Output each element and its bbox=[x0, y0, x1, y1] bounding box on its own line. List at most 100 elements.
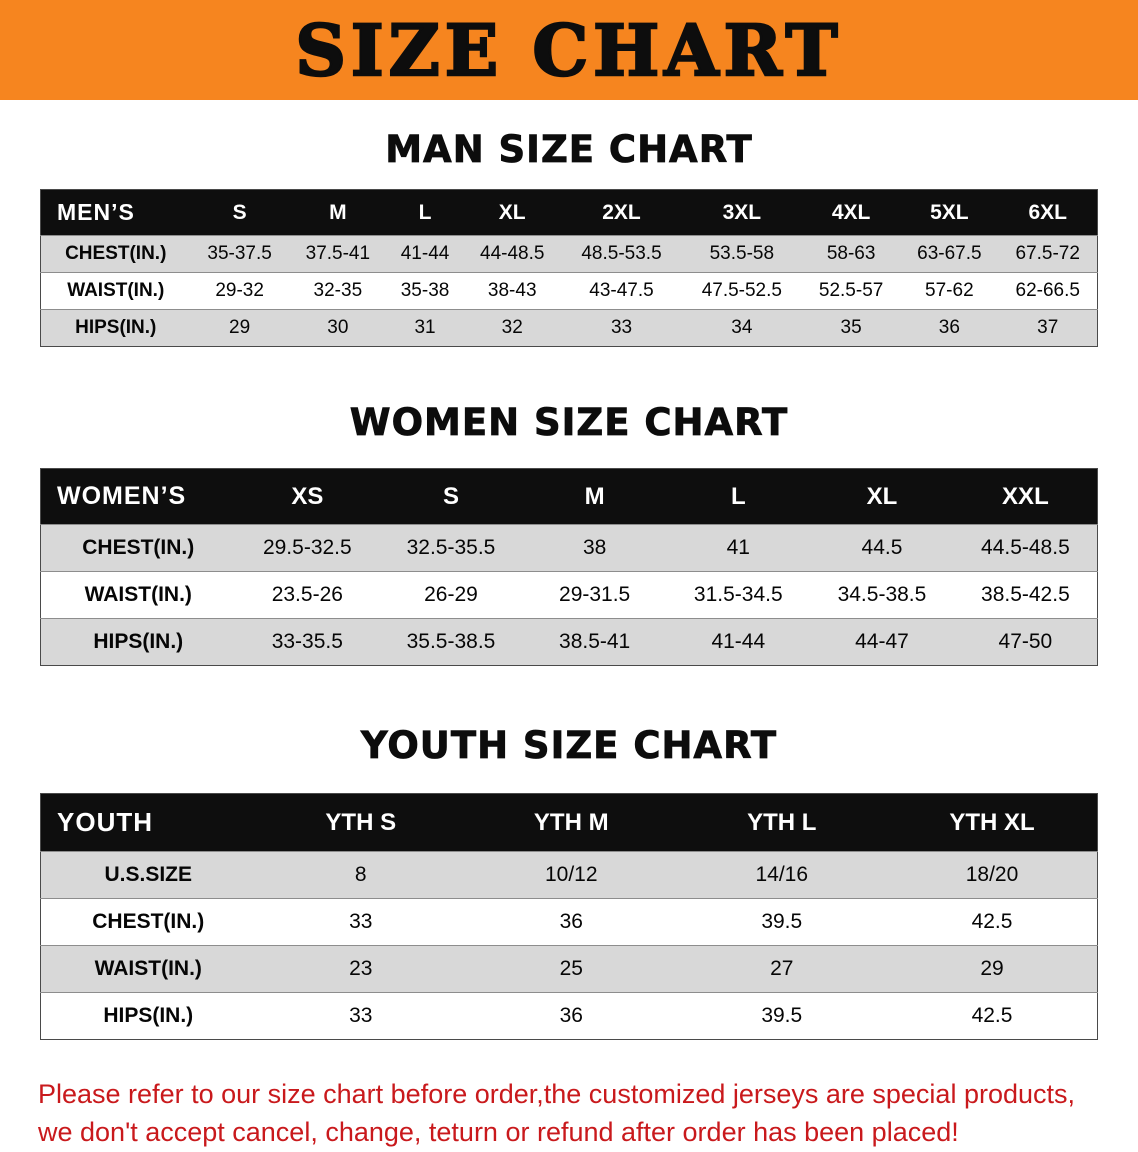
size-column-header: XS bbox=[235, 468, 380, 525]
size-value-cell: 44.5-48.5 bbox=[981, 536, 1070, 559]
size-column-header: 5XL bbox=[900, 189, 999, 236]
youth-size-section: YOUTH SIZE CHART YOUTH YTH S YTH M YTH L YTH… bbox=[0, 724, 1138, 1040]
size-value-cell: 41-44 bbox=[400, 243, 450, 264]
size-value-cell: 32.5-35.5 bbox=[406, 536, 496, 559]
size-value-cell: 29 bbox=[980, 957, 1004, 980]
size-value-cell: 33-35.5 bbox=[271, 630, 343, 653]
group-label: YOUTH bbox=[40, 793, 256, 852]
size-value-cell: 42.5 bbox=[971, 1004, 1013, 1027]
measurement-label: HIPS(IN.) bbox=[75, 317, 157, 338]
size-value-cell: 31 bbox=[414, 317, 436, 338]
measurement-label: HIPS(IN.) bbox=[93, 630, 184, 653]
size-column-header: YTH XL bbox=[887, 793, 1098, 852]
size-column-header: YTH M bbox=[466, 793, 677, 852]
disclaimer: Please refer to our size chart before or… bbox=[38, 1076, 1100, 1152]
measurement-row: WAIST(IN.) 23 25 27 29 bbox=[40, 945, 1098, 993]
size-column-header: YTH L bbox=[676, 793, 887, 852]
size-column-header: S bbox=[379, 468, 523, 525]
measurement-row: WAIST(IN.) 23.5-26 26-29 29-31.5 31.5-34.5 34… bbox=[40, 571, 1098, 619]
size-value-cell: 29 bbox=[229, 317, 251, 338]
disclaimer-line-2: we don't accept cancel, change, teturn o… bbox=[38, 1116, 959, 1147]
size-column-header: M bbox=[288, 189, 387, 236]
size-value-cell: 23 bbox=[349, 957, 373, 980]
measurement-label: CHEST(IN.) bbox=[65, 243, 167, 264]
men-size-section: MAN SIZE CHART MEN’S S M L XL 2XL 3XL 4XL 5XL 6XL… bbox=[0, 128, 1138, 347]
size-value-cell: 67.5-72 bbox=[1015, 243, 1080, 264]
size-value-cell: 37.5-41 bbox=[305, 243, 371, 264]
men-size-table: MEN’S S M L XL 2XL 3XL 4XL 5XL 6XL CHEST(IN.) 35-37… bbox=[40, 189, 1098, 347]
size-value-cell: 57-62 bbox=[925, 280, 974, 301]
size-value-cell: 53.5-58 bbox=[709, 243, 775, 264]
size-column-header: XXL bbox=[953, 468, 1098, 525]
size-value-cell: 48.5-53.5 bbox=[581, 243, 662, 264]
disclaimer-line-1: Please refer to our size chart before or… bbox=[38, 1079, 1076, 1109]
women-size-section: WOMEN SIZE CHART WOMEN’S XS S M L XL XXL CHEST(… bbox=[0, 401, 1138, 666]
measurement-row: WAIST(IN.) 29-32 32-35 35-38 38-43 43-47.5 47.… bbox=[40, 272, 1098, 310]
youth-size-table: YOUTH YTH S YTH M YTH L YTH XL U.S.SIZE 8 10/12… bbox=[40, 793, 1098, 1040]
table-header-row: YOUTH YTH S YTH M YTH L YTH XL bbox=[40, 793, 1098, 852]
table-header-row: MEN’S S M L XL 2XL 3XL 4XL 5XL 6XL bbox=[40, 189, 1098, 236]
women-size-table: WOMEN’S XS S M L XL XXL CHEST(IN.) 29.5-32.5 32.5… bbox=[40, 468, 1098, 666]
size-value-cell: 10/12 bbox=[544, 863, 598, 886]
group-label: WOMEN’S bbox=[40, 468, 236, 525]
group-label: MEN’S bbox=[40, 189, 191, 236]
size-value-cell: 33 bbox=[610, 317, 633, 338]
measurement-row: CHEST(IN.) 29.5-32.5 32.5-35.5 38 41 44.5 44.5… bbox=[40, 524, 1098, 572]
size-value-cell: 33 bbox=[349, 910, 373, 933]
size-value-cell: 29-32 bbox=[215, 280, 264, 301]
men-section-title: MAN SIZE CHART bbox=[385, 128, 753, 172]
size-value-cell: 31.5-34.5 bbox=[693, 583, 783, 606]
size-value-cell: 35 bbox=[840, 317, 862, 338]
size-column-header: YTH S bbox=[255, 793, 466, 852]
size-column-header: XL bbox=[463, 189, 562, 236]
youth-section-title: YOUTH SIZE CHART bbox=[360, 724, 778, 768]
size-value-cell: 38.5-41 bbox=[559, 630, 631, 653]
page-title: SIZE CHART bbox=[294, 7, 843, 93]
size-value-cell: 30 bbox=[327, 317, 349, 338]
size-column-header: S bbox=[190, 189, 289, 236]
size-value-cell: 38.5-42.5 bbox=[981, 583, 1070, 606]
measurement-row: HIPS(IN.) 33 36 39.5 42.5 bbox=[40, 992, 1098, 1040]
size-value-cell: 34.5-38.5 bbox=[837, 583, 927, 606]
size-value-cell: 32-35 bbox=[313, 280, 363, 301]
measurement-label: CHEST(IN.) bbox=[82, 536, 195, 559]
measurement-label: WAIST(IN.) bbox=[84, 583, 192, 606]
size-value-cell: 58-63 bbox=[826, 243, 876, 264]
table-header-row: WOMEN’S XS S M L XL XXL bbox=[40, 468, 1098, 525]
size-column-header: 4XL bbox=[802, 189, 901, 236]
measurement-row: U.S.SIZE 8 10/12 14/16 18/20 bbox=[40, 851, 1098, 899]
size-value-cell: 38-43 bbox=[487, 280, 537, 301]
measurement-row: HIPS(IN.) 29 30 31 32 33 34 35 36 37 bbox=[40, 309, 1098, 347]
size-value-cell: 43-47.5 bbox=[589, 280, 654, 301]
measurement-label: CHEST(IN.) bbox=[92, 910, 205, 933]
size-value-cell: 63-67.5 bbox=[917, 243, 982, 264]
size-value-cell: 37 bbox=[1037, 317, 1059, 338]
women-section-title: WOMEN SIZE CHART bbox=[349, 401, 789, 445]
size-value-cell: 34 bbox=[731, 317, 753, 338]
measurement-label: WAIST(IN.) bbox=[94, 957, 202, 980]
measurement-label: U.S.SIZE bbox=[104, 863, 193, 886]
size-value-cell: 35-38 bbox=[400, 280, 450, 301]
size-value-cell: 26-29 bbox=[424, 583, 478, 606]
size-value-cell: 44.5 bbox=[861, 536, 903, 559]
size-value-cell: 33 bbox=[349, 1004, 373, 1027]
size-column-header: M bbox=[522, 468, 667, 525]
size-value-cell: 27 bbox=[770, 957, 794, 980]
measurement-row: HIPS(IN.) 33-35.5 35.5-38.5 38.5-41 41-44 44-… bbox=[40, 618, 1098, 666]
size-value-cell: 35-37.5 bbox=[207, 243, 272, 264]
size-value-cell: 25 bbox=[559, 957, 583, 980]
size-column-header: L bbox=[666, 468, 811, 525]
size-value-cell: 29.5-32.5 bbox=[262, 536, 352, 559]
size-value-cell: 47-50 bbox=[998, 630, 1053, 653]
size-value-cell: 35.5-38.5 bbox=[406, 630, 496, 653]
size-value-cell: 14/16 bbox=[755, 863, 809, 886]
size-value-cell: 41 bbox=[726, 536, 750, 559]
size-value-cell: 42.5 bbox=[971, 910, 1013, 933]
size-value-cell: 23.5-26 bbox=[271, 583, 343, 606]
size-value-cell: 18/20 bbox=[965, 863, 1019, 886]
size-value-cell: 36 bbox=[938, 317, 960, 338]
size-value-cell: 39.5 bbox=[761, 1004, 803, 1027]
size-value-cell: 52.5-57 bbox=[818, 280, 884, 301]
size-value-cell: 32 bbox=[501, 317, 523, 338]
